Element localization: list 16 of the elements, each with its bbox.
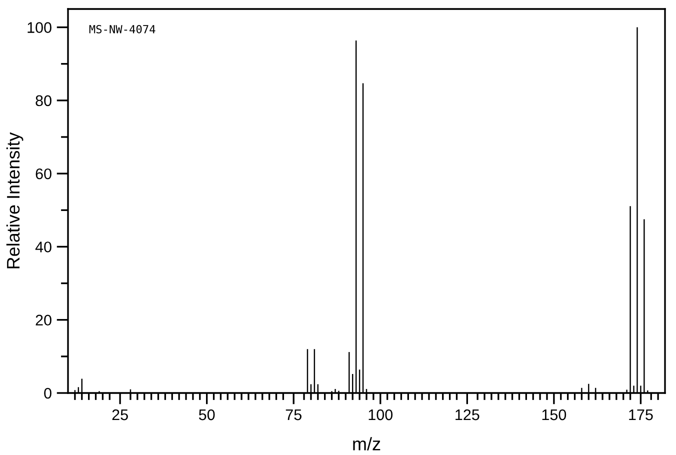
x-tick-label: 175 [629, 410, 653, 420]
y-tick-label: 60 [36, 168, 52, 180]
annotation: MS-NW-4074 [89, 24, 156, 34]
x-tick-label: 125 [456, 409, 480, 420]
x-axis-title: m/z [353, 437, 380, 450]
y-tick-label: 20 [36, 314, 52, 326]
x-tick-label: 100 [368, 409, 393, 420]
x-tick-label: 150 [542, 409, 566, 420]
y-axis-title: Relative Intensity [6, 132, 24, 268]
y-tick-label: 40 [35, 242, 52, 252]
x-tick-label: 25 [112, 409, 128, 420]
y-tick-label: 80 [36, 95, 52, 106]
y-tick-label: 0 [44, 388, 52, 399]
x-tick-label: 75 [286, 410, 302, 420]
x-tick-label: 50 [198, 409, 215, 420]
y-tick-label: 100 [28, 22, 52, 33]
